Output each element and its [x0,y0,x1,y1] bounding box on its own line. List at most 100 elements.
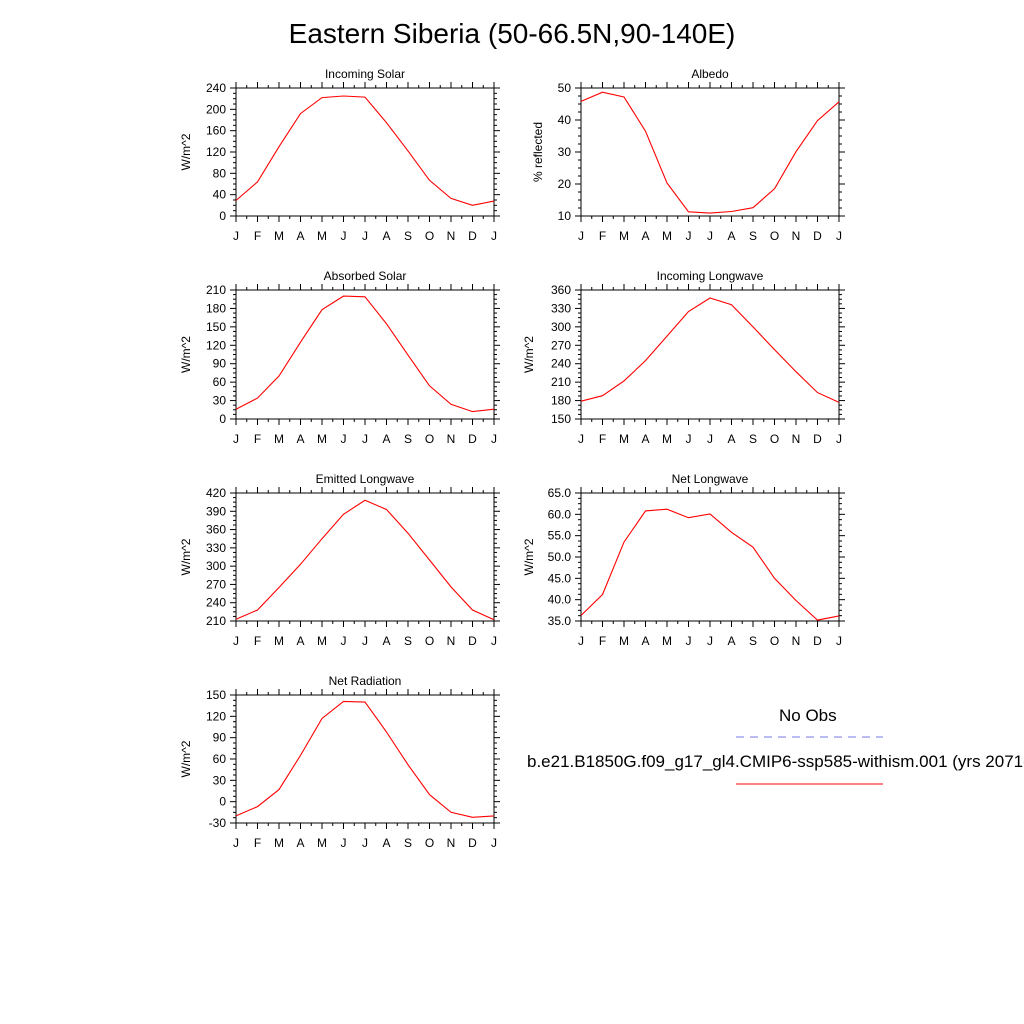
x-tick-label: J [836,634,842,648]
x-tick-label: S [749,432,757,446]
x-tick-label: D [468,432,477,446]
x-tick-label: M [662,432,672,446]
y-axis-label: % reflected [531,122,545,182]
y-tick-label: 180 [206,301,226,315]
x-tick-label: J [362,634,368,648]
x-tick-label: J [578,229,584,243]
x-tick-label: J [341,432,347,446]
y-tick-label: 0 [219,412,226,426]
x-tick-label: J [686,634,692,648]
x-tick-label: N [447,836,456,850]
y-tick-label: 60 [213,375,227,389]
y-axis-label: W/m^2 [179,740,193,777]
x-tick-label: O [425,432,434,446]
plot-frame [580,492,840,622]
series-line [580,91,840,214]
plot-frame [235,492,495,622]
x-tick-label: O [425,836,434,850]
panel-title: Incoming Solar [325,67,405,81]
x-tick-label: O [770,432,779,446]
chart-panel: J F M A M J J A S O N D J0306090120150180210Absorbed… [179,269,500,446]
y-tick-label: 330 [551,301,571,315]
x-tick-label: N [792,229,801,243]
x-tick-label: M [619,634,629,648]
y-tick-label: 45.0 [548,571,572,585]
x-tick-label: M [317,634,327,648]
x-tick-label: J [836,229,842,243]
x-tick-label: N [447,229,456,243]
x-tick-label: J [707,432,713,446]
x-tick-label: J [707,634,713,648]
x-tick-label: D [813,634,822,648]
y-tick-label: 55.0 [548,529,572,543]
x-tick-label: F [254,432,261,446]
x-tick-label: J [491,432,497,446]
x-tick-label: D [468,229,477,243]
y-tick-label: 200 [206,102,226,116]
x-tick-label: M [317,229,327,243]
x-tick-label: J [233,229,239,243]
x-tick-label: A [641,634,649,648]
panel-title: Incoming Longwave [657,269,764,283]
x-tick-label: F [254,634,261,648]
chart-panel: J F M A M J J A S O N D J150180210240270300330360Inc… [522,269,845,446]
x-tick-label: J [707,229,713,243]
y-tick-label: 0 [219,795,226,809]
x-tick-label: A [727,432,735,446]
y-tick-label: 65.0 [548,486,572,500]
y-tick-label: 20 [558,177,572,191]
x-tick-label: A [727,634,735,648]
x-tick-label: J [341,634,347,648]
y-tick-label: 0 [219,209,226,223]
y-tick-label: 40.0 [548,593,572,607]
x-tick-label: A [296,229,304,243]
x-tick-label: O [425,229,434,243]
x-tick-label: S [404,432,412,446]
y-tick-label: 90 [213,731,227,745]
y-axis-label: W/m^2 [179,133,193,170]
x-tick-label: J [491,836,497,850]
x-tick-label: D [468,836,477,850]
x-tick-label: M [662,634,672,648]
x-tick-label: A [296,634,304,648]
x-tick-label: A [296,836,304,850]
y-tick-label: 60.0 [548,507,572,521]
x-tick-label: N [447,634,456,648]
plot-frame [580,87,840,217]
y-tick-label: 300 [551,320,571,334]
x-tick-label: J [491,229,497,243]
series-line [235,295,495,413]
y-tick-label: 50 [558,81,572,95]
x-tick-label: J [578,432,584,446]
x-tick-label: S [749,229,757,243]
x-tick-label: S [749,634,757,648]
x-tick-label: J [686,432,692,446]
x-tick-label: S [404,634,412,648]
legend-model-label: b.e21.B1850G.f09_g17_gl4.CMIP6-ssp585-wi… [527,752,1024,771]
x-tick-label: D [813,432,822,446]
y-tick-label: 240 [551,357,571,371]
series-line [580,297,840,403]
x-tick-label: M [317,836,327,850]
x-tick-label: D [813,229,822,243]
legend-obs-label: No Obs [779,706,837,725]
x-tick-label: M [274,432,284,446]
x-tick-label: O [770,634,779,648]
x-tick-label: D [468,634,477,648]
x-tick-label: J [491,634,497,648]
x-tick-label: A [382,229,390,243]
x-tick-label: A [641,229,649,243]
y-tick-label: 120 [206,338,226,352]
y-tick-label: 330 [206,541,226,555]
plot-frame [235,694,495,824]
y-tick-label: 210 [206,614,226,628]
x-tick-label: S [404,836,412,850]
y-tick-label: 10 [558,209,572,223]
y-axis-label: W/m^2 [179,336,193,373]
y-tick-label: 30 [213,394,227,408]
x-tick-label: M [274,836,284,850]
x-tick-label: O [770,229,779,243]
y-tick-label: 60 [213,752,227,766]
